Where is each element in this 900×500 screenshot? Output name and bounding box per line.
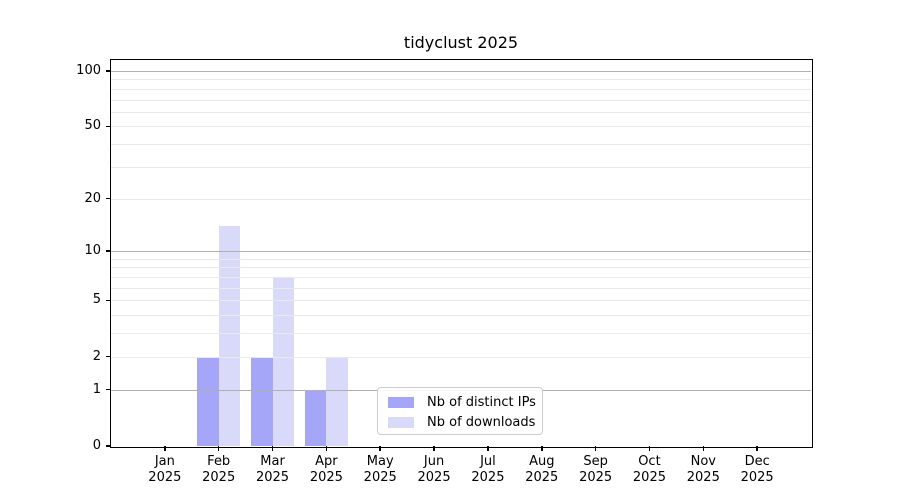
- gridline-minor-7: [111, 277, 811, 279]
- plot-area: Nb of distinct IPs Nb of downloads 0 1 2 5 1…: [76, 58, 813, 485]
- gridline-minor-4: [111, 315, 811, 317]
- x-tick-label-feb: Feb 2025: [179, 454, 259, 486]
- legend-swatch-downloads: [388, 416, 414, 428]
- legend-entry-distinct-ips: Nb of distinct IPs: [378, 392, 542, 412]
- month-label: Jul: [480, 454, 496, 469]
- year-label: 2025: [202, 470, 236, 485]
- year-label: 2025: [255, 470, 290, 485]
- legend: Nb of distinct IPs Nb of downloads: [377, 387, 543, 435]
- month-label: Nov: [690, 454, 716, 469]
- y-tick-label-5: 5: [92, 292, 101, 308]
- month-label: Sep: [583, 454, 608, 469]
- y-tick-label-100: 100: [76, 62, 101, 78]
- gridline-minor-8: [111, 267, 811, 269]
- y-tick-label-20: 20: [84, 190, 101, 206]
- gridline-major-10: [111, 251, 811, 253]
- x-tick-label-aug: Aug 2025: [502, 454, 582, 486]
- y-tick-label-1: 1: [92, 381, 101, 397]
- x-tick-apr: [325, 446, 328, 451]
- chart-title: tidyclust 2025: [403, 33, 519, 52]
- legend-label-distinct-ips: Nb of distinct IPs: [427, 394, 536, 410]
- x-tick-aug: [541, 446, 543, 451]
- y-tick-label-50: 50: [84, 118, 101, 134]
- y-tick-20: [106, 197, 111, 200]
- gridline-minor-60: [111, 111, 811, 113]
- y-tick-label-2: 2: [92, 348, 101, 364]
- x-tick-label-mar: Mar 2025: [233, 454, 313, 486]
- gridline-minor-50: [111, 126, 811, 128]
- y-tick-1: [106, 388, 111, 391]
- year-label: 2025: [309, 470, 343, 485]
- x-tick-may: [379, 446, 381, 451]
- year-label: 2025: [525, 470, 559, 485]
- x-tick-label-sep: Sep 2025: [556, 454, 636, 486]
- bar-distinct-ips-apr: [304, 389, 327, 446]
- year-label: 2025: [471, 470, 505, 485]
- gridline-minor-40: [111, 144, 811, 146]
- x-tick-nov: [702, 446, 705, 451]
- y-tick-50: [106, 125, 111, 128]
- gridline-minor-30: [111, 166, 811, 168]
- x-tick-label-apr: Apr 2025: [286, 454, 366, 486]
- x-tick-sep: [594, 446, 597, 451]
- x-tick-label-may: May 2025: [340, 454, 420, 486]
- month-label: Oct: [638, 454, 661, 469]
- y-tick-2: [106, 355, 111, 358]
- month-label: Mar: [260, 454, 285, 469]
- year-label: 2025: [632, 470, 666, 485]
- year-label: 2025: [148, 470, 182, 485]
- y-tick-0: [106, 445, 111, 447]
- x-tick-label-dec: Dec 2025: [717, 454, 797, 486]
- x-tick-label-jun: Jun 2025: [394, 454, 474, 486]
- y-tick-10: [106, 250, 111, 252]
- gridline-minor-70: [111, 99, 811, 101]
- x-tick-label-jan: Jan 2025: [125, 454, 205, 486]
- month-label: Dec: [744, 454, 770, 469]
- x-tick-oct: [648, 446, 651, 451]
- bar-distinct-ips-mar: [251, 356, 273, 446]
- bar-downloads-feb: [218, 225, 241, 446]
- x-tick-label-oct: Oct 2025: [609, 454, 689, 486]
- x-tick-dec: [756, 446, 758, 451]
- y-tick-5: [106, 299, 111, 302]
- year-label: 2025: [740, 470, 774, 485]
- gridline-minor-3: [111, 333, 811, 335]
- bar-downloads-apr: [326, 356, 348, 446]
- legend-swatch-distinct-ips: [388, 396, 414, 408]
- legend-entry-downloads: Nb of downloads: [378, 412, 542, 432]
- year-label: 2025: [686, 470, 720, 485]
- month-label: Aug: [529, 454, 555, 469]
- gridline-minor-80: [111, 88, 811, 90]
- x-tick-label-jul: Jul 2025: [448, 454, 528, 486]
- x-tick-jan: [164, 446, 166, 451]
- bar-downloads-mar: [272, 277, 295, 446]
- month-label: Jan: [154, 454, 175, 469]
- legend-label-downloads: Nb of downloads: [427, 414, 536, 430]
- gridline-minor-9: [111, 258, 811, 260]
- year-label: 2025: [417, 470, 451, 485]
- x-tick-feb: [217, 446, 220, 451]
- gridline-minor-5: [111, 300, 811, 302]
- month-label: Feb: [207, 454, 231, 469]
- gridline-minor-90: [111, 79, 811, 81]
- y-tick-100: [106, 70, 111, 72]
- x-tick-jun: [433, 446, 435, 451]
- y-tick-label-0: 0: [92, 438, 101, 453]
- gridline-minor-6: [111, 287, 811, 289]
- month-label: Jun: [423, 454, 445, 469]
- x-tick-mar: [271, 446, 274, 451]
- gridline-minor-20: [111, 198, 811, 200]
- month-label: Apr: [315, 454, 338, 469]
- gridline-major-100: [111, 70, 811, 72]
- x-tick-jul: [487, 446, 489, 451]
- gridline-minor-2: [111, 356, 811, 358]
- x-tick-label-nov: Nov 2025: [663, 454, 743, 486]
- bar-distinct-ips-feb: [197, 356, 219, 446]
- month-label: May: [366, 454, 394, 469]
- y-tick-label-10: 10: [84, 243, 101, 259]
- year-label: 2025: [579, 470, 613, 485]
- year-label: 2025: [363, 470, 397, 485]
